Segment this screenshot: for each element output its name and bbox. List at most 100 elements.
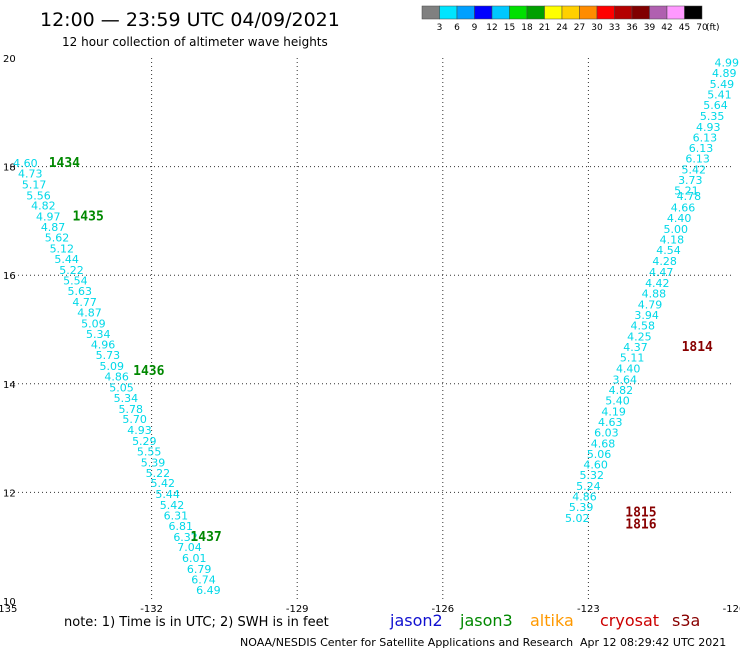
colorbar-legend: 3 6 9 12 15 18 21 24 27 30 33 36 39 42 45 70(ft) — [421, 5, 720, 33]
jason3-swh-point: 7.04 — [177, 541, 202, 554]
jason3-swh-point: 5.42 — [160, 499, 185, 512]
jason3-swh-point: 5.62 — [45, 232, 70, 245]
s3a-swh-point: 4.25 — [627, 331, 652, 344]
colorbar-label: 6 — [454, 23, 460, 33]
y-tick-label: 12 — [3, 488, 16, 499]
colorbar-label: 42 — [661, 23, 672, 33]
satellite-legend-cryosat: cryosat — [600, 611, 659, 630]
colorbar-swatch — [544, 5, 563, 20]
pass-time-label: 1434 — [49, 156, 80, 171]
x-tick-label: -135 — [0, 604, 17, 615]
jason3-swh-point: 5.34 — [114, 392, 139, 405]
jason3-swh-point: 4.73 — [18, 168, 43, 181]
jason3-swh-point: 4.96 — [91, 339, 116, 352]
chart-title: 12:00 — 23:59 UTC 04/09/2021 — [40, 9, 340, 31]
s3a-swh-point: 6.13 — [693, 131, 718, 144]
jason3-swh-point: 5.44 — [54, 253, 79, 266]
s3a-swh-point: 3.64 — [613, 373, 638, 386]
units-note: note: 1) Time is in UTC; 2) SWH is in fe… — [64, 615, 329, 630]
s3a-swh-point: 5.32 — [580, 469, 605, 482]
pass-time-label: 1815 — [625, 505, 656, 520]
s3a-swh-point: 4.66 — [671, 201, 696, 214]
timestamp-text: Apr 12 08:29:42 UTC 2021 — [580, 636, 726, 649]
colorbar-label: 3 — [437, 23, 443, 33]
s3a-swh-point: 4.86 — [572, 491, 597, 504]
jason3-swh-point: 5.73 — [96, 349, 121, 362]
jason3-swh-point: 6.01 — [182, 552, 207, 565]
s3a-swh-point: 4.89 — [712, 67, 737, 80]
colorbar-label: 12 — [486, 23, 497, 33]
colorbar-label: 21 — [539, 23, 550, 33]
colorbar-swatch — [526, 5, 545, 20]
jason3-swh-point: 5.70 — [122, 413, 147, 426]
x-tick-label: -129 — [286, 604, 309, 615]
y-tick-label: 16 — [3, 271, 16, 282]
s3a-swh-point: 6.13 — [685, 152, 710, 165]
x-tick-label: -120 — [723, 604, 740, 615]
s3a-swh-point: 3.94 — [634, 309, 659, 322]
pass-time-label: 1436 — [133, 364, 164, 379]
jason3-swh-point: 5.22 — [146, 467, 171, 480]
pass-time-label: 1816 — [625, 517, 656, 532]
jason3-swh-point: 5.54 — [63, 275, 88, 288]
satellite-legend-jason2: jason2 — [389, 611, 443, 630]
colorbar-swatch — [614, 5, 633, 20]
jason3-swh-point: 4.86 — [104, 371, 129, 384]
jason3-swh-point: 5.09 — [100, 360, 125, 373]
colorbar-label: 15 — [504, 23, 515, 33]
s3a-swh-point: 4.47 — [649, 266, 674, 279]
s3a-swh-point: 4.99 — [714, 56, 739, 69]
colorbar-swatch — [509, 5, 528, 20]
y-tick-label: 14 — [3, 380, 16, 391]
s3a-swh-point: 4.68 — [591, 438, 616, 451]
s3a-swh-point: 5.41 — [707, 88, 732, 101]
jason3-swh-point: 5.22 — [59, 264, 84, 277]
colorbar-label: 70 — [696, 23, 708, 33]
jason3-swh-point: 4.97 — [36, 211, 61, 224]
s3a-swh-point: 4.82 — [609, 384, 634, 397]
colorbar-unit: (ft) — [706, 23, 720, 33]
s3a-swh-point: 4.28 — [652, 255, 677, 268]
colorbar-swatch — [491, 5, 510, 20]
colorbar-label: 24 — [556, 23, 568, 33]
colorbar-label: 39 — [644, 23, 656, 33]
s3a-swh-point: 4.60 — [583, 459, 608, 472]
s3a-swh-point: 5.24 — [576, 480, 601, 493]
colorbar-swatch — [421, 5, 440, 20]
satellite-legend-s3a: s3a — [672, 611, 700, 630]
jason3-swh-point: 5.05 — [109, 382, 134, 395]
s3a-swh-point: 5.40 — [605, 395, 630, 408]
s3a-swh-point: 5.42 — [681, 163, 706, 176]
colorbar-swatch — [561, 5, 580, 20]
s3a-swh-point: 5.64 — [703, 99, 728, 112]
grid — [6, 58, 734, 601]
y-tick-label: 18 — [3, 163, 16, 174]
s3a-swh-point: 5.21 — [674, 184, 699, 197]
colorbar-swatch — [596, 5, 615, 20]
jason3-swh-point: 5.29 — [132, 435, 157, 448]
jason3-swh-point: 5.42 — [151, 477, 176, 490]
y-tick-label: 20 — [3, 54, 16, 65]
jason3-swh-point: 5.17 — [22, 179, 47, 192]
s3a-swh-point: 4.54 — [656, 244, 681, 257]
jason3-swh-point: 6.81 — [168, 520, 193, 533]
colorbar-label: 27 — [574, 23, 585, 33]
jason3-swh-point: 5.56 — [26, 189, 51, 202]
jason3-swh-point: 4.87 — [77, 307, 102, 320]
s3a-swh-point: 4.37 — [623, 341, 648, 354]
colorbar-swatch — [631, 5, 650, 20]
pass-time-label: 1437 — [190, 530, 221, 545]
jason3-swh-point: 6.74 — [191, 573, 216, 586]
chart-subtitle: 12 hour collection of altimeter wave hei… — [62, 35, 328, 49]
pass-time-label: 1814 — [682, 340, 713, 355]
y-tick-label: 10 — [3, 597, 16, 608]
jason3-swh-point: 5.78 — [118, 403, 143, 416]
colorbar-swatch — [474, 5, 493, 20]
colorbar-swatch — [456, 5, 475, 20]
s3a-swh-point: 4.63 — [598, 416, 623, 429]
s3a-swh-point: 5.11 — [620, 352, 645, 365]
colorbar-label: 45 — [679, 23, 690, 33]
s3a-swh-point: 3.73 — [678, 174, 703, 187]
s3a-swh-point: 5.00 — [664, 223, 689, 236]
